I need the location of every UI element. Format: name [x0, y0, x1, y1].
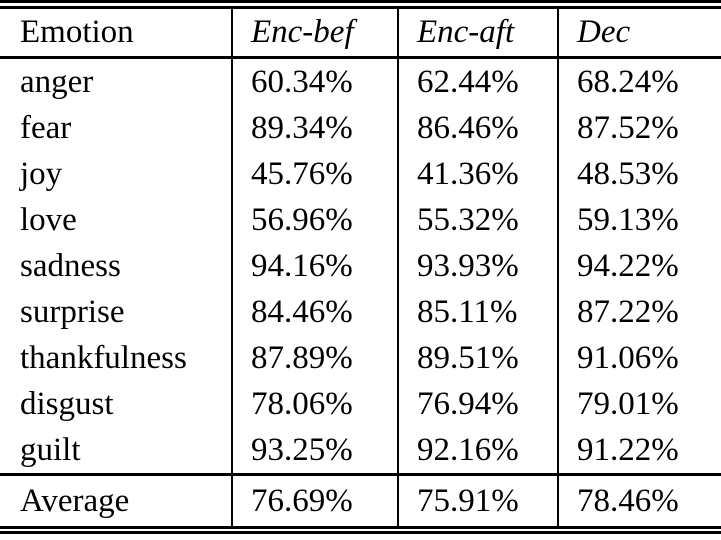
emotion-label: disgust [20, 385, 114, 422]
value-cell: 84.46% [231, 289, 398, 335]
col-header-dec: Dec [557, 4, 721, 58]
average-dec: 78.46% [557, 474, 721, 530]
value-cell: 94.22% [557, 243, 721, 289]
table-row: disgust 78.06% 76.94% 79.01% [0, 381, 721, 427]
table-row: anger 60.34% 62.44% 68.24% [0, 57, 721, 105]
emotion-label: thankfulness [20, 339, 187, 376]
emotion-label: love [20, 201, 77, 238]
col-header-emotion: Emotion [20, 14, 134, 50]
value-cell: 87.52% [557, 105, 721, 151]
table-row: guilt 93.25% 92.16% 91.22% [0, 427, 721, 475]
table-row: sadness 94.16% 93.93% 94.22% [0, 243, 721, 289]
value-cell: 92.16% [397, 427, 558, 475]
value-cell: 55.32% [397, 197, 558, 243]
table-row: thankfulness 87.89% 89.51% 91.06% [0, 335, 721, 381]
table-body: anger 60.34% 62.44% 68.24% fear 89.34% 86.46% 8… [0, 57, 721, 475]
value-cell: 87.89% [231, 335, 398, 381]
emotion-label: surprise [20, 293, 125, 330]
value-cell: 91.22% [557, 427, 721, 475]
col-header-enc-aft: Enc-aft [397, 4, 558, 58]
value-cell: 86.46% [397, 105, 558, 151]
value-cell: 45.76% [231, 151, 398, 197]
table-row: joy 45.76% 41.36% 48.53% [0, 151, 721, 197]
value-cell: 62.44% [397, 57, 558, 105]
value-cell: 79.01% [557, 381, 721, 427]
table-row: surprise 84.46% 85.11% 87.22% [0, 289, 721, 335]
emotion-label: guilt [20, 431, 81, 468]
emotion-label: anger [20, 63, 94, 100]
value-cell: 87.22% [557, 289, 721, 335]
value-cell: 48.53% [557, 151, 721, 197]
value-cell: 60.34% [231, 57, 398, 105]
average-enc-aft: 75.91% [397, 474, 558, 530]
col-header-enc-bef: Enc-bef [231, 4, 398, 58]
value-cell: 89.34% [231, 105, 398, 151]
header-row: Emotion Enc-bef Enc-aft Dec [0, 4, 721, 58]
table-row: fear 89.34% 86.46% 87.52% [0, 105, 721, 151]
value-cell: 78.06% [231, 381, 398, 427]
value-cell: 93.93% [397, 243, 558, 289]
average-label: Average [20, 482, 130, 519]
value-cell: 56.96% [231, 197, 398, 243]
value-cell: 76.94% [397, 381, 558, 427]
value-cell: 41.36% [397, 151, 558, 197]
value-cell: 68.24% [557, 57, 721, 105]
emotion-label: fear [20, 109, 72, 146]
value-cell: 89.51% [397, 335, 558, 381]
value-cell: 94.16% [231, 243, 398, 289]
emotion-label: sadness [20, 247, 121, 284]
value-cell: 93.25% [231, 427, 398, 475]
value-cell: 91.06% [557, 335, 721, 381]
average-enc-bef: 76.69% [231, 474, 398, 530]
value-cell: 59.13% [557, 197, 721, 243]
value-cell: 85.11% [397, 289, 558, 335]
average-row: Average 76.69% 75.91% 78.46% [0, 474, 721, 530]
emotion-label: joy [20, 155, 63, 192]
table-row: love 56.96% 55.32% 59.13% [0, 197, 721, 243]
